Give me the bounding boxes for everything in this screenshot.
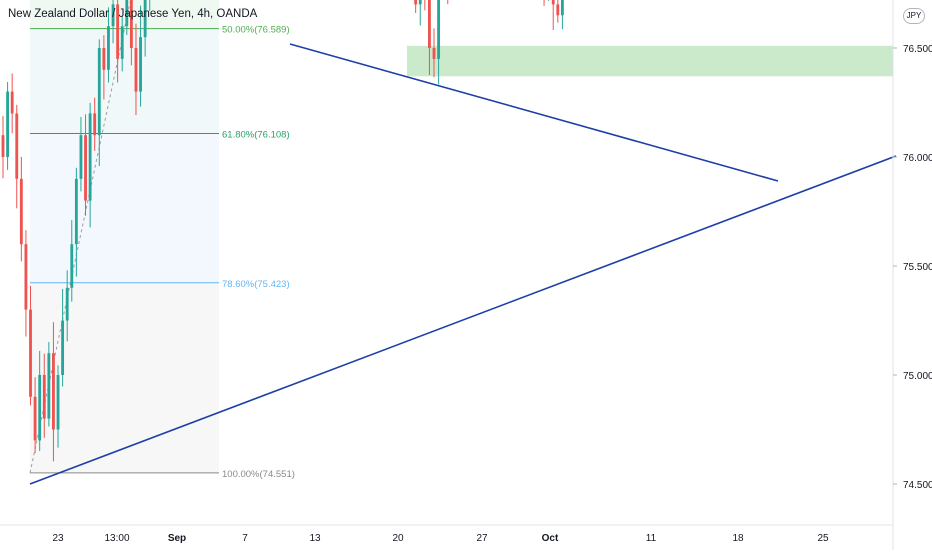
time-tick-label: 13 (309, 533, 321, 544)
candle-body (135, 48, 138, 92)
candle-body (561, 0, 564, 15)
time-tick-label: 18 (732, 533, 744, 544)
time-tick-label: Oct (542, 533, 559, 544)
candle-body (414, 0, 417, 4)
candle-body (11, 92, 14, 114)
candle-body (2, 135, 5, 157)
candle-body (552, 0, 555, 4)
time-tick-label: 25 (817, 533, 829, 544)
candle-body (419, 0, 422, 4)
candle-body (89, 113, 92, 200)
candle-body (52, 353, 55, 429)
price-tick-label: 75.000 (903, 371, 932, 382)
time-tick-label: 27 (476, 533, 488, 544)
time-tick-label: 13:00 (104, 533, 129, 544)
candle-body (47, 353, 50, 418)
candle-body (66, 288, 69, 321)
candle-body (15, 113, 18, 178)
price-tick-label: 74.500 (903, 480, 932, 491)
candle-body (70, 244, 73, 288)
candle-body (437, 0, 440, 59)
layer-zones (407, 0, 893, 76)
candle-body (80, 135, 83, 179)
candle-body (34, 397, 37, 441)
price-tick-label: 76.000 (903, 153, 932, 164)
fib-level-label: 78.60%(75.423) (222, 279, 290, 290)
price-tick-label: 75.500 (903, 262, 932, 273)
candle-body (428, 0, 431, 48)
candle-body (433, 48, 436, 59)
chart-title: New Zealand Dollar / Japanese Yen, 4h, O… (8, 8, 257, 20)
time-tick-label: 7 (242, 533, 248, 544)
candle-body (57, 375, 60, 430)
time-tick-label: 11 (646, 533, 657, 544)
candle-body (107, 26, 110, 70)
candle-body (98, 48, 101, 135)
price-tick-label: 76.500 (903, 44, 932, 55)
fib-level-label: 61.80%(76.108) (222, 129, 290, 140)
candle-body (75, 179, 78, 244)
time-tick-label: 20 (392, 533, 404, 544)
time-tick-label: 23 (52, 533, 64, 544)
fib-band (30, 133, 219, 282)
candle-body (121, 26, 124, 59)
support-zone (407, 46, 893, 77)
fib-level-label: 50.00%(76.589) (222, 25, 290, 36)
candle-body (43, 375, 46, 419)
candle-body (38, 375, 41, 440)
candle-body (139, 37, 142, 92)
currency-badge[interactable]: JPY (903, 8, 925, 24)
candle-body (61, 321, 64, 376)
fib-level-label: 100.00%(74.551) (222, 469, 295, 480)
candle-body (20, 179, 23, 244)
fib-band (30, 29, 219, 134)
time-tick-label: Sep (168, 533, 186, 544)
candle-body (93, 113, 96, 135)
candle-body (102, 48, 105, 70)
candle-body (84, 135, 87, 200)
candle-body (25, 244, 28, 309)
candle-body (556, 4, 559, 15)
candle-body (6, 92, 9, 157)
candle-body (29, 310, 32, 397)
